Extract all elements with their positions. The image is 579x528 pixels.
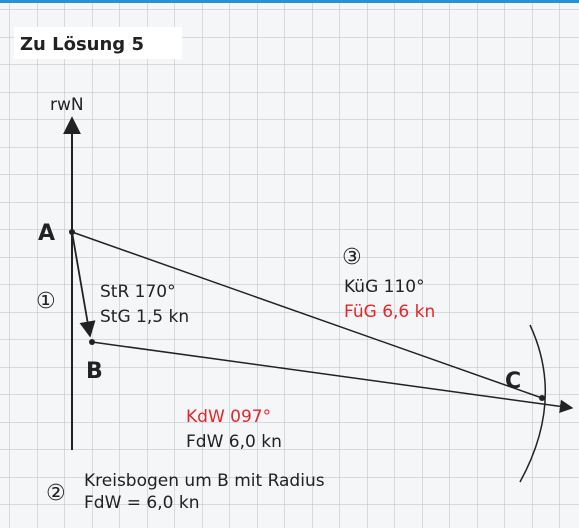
label-c: C [505, 369, 521, 394]
note-line1: Kreisbogen um B mit Radius [84, 471, 325, 491]
ground-course: KüG 110° [344, 277, 425, 297]
north-label: rwN [50, 95, 84, 115]
ground-line [71, 231, 543, 399]
top-border [0, 0, 579, 3]
point-a [69, 229, 75, 235]
water-speed: FdW 6,0 kn [186, 432, 282, 452]
title: Zu Lösung 5 [20, 34, 144, 55]
arc [519, 324, 547, 483]
point-b [89, 339, 95, 345]
label-b: B [86, 359, 103, 384]
point-c [539, 395, 545, 401]
title-box [14, 27, 182, 59]
current-course: StR 170° [100, 282, 176, 302]
marker-3: ③ [342, 245, 362, 270]
marker-2: ② [46, 481, 66, 506]
note-line2: FdW = 6,0 kn [84, 493, 200, 513]
water-course: KdW 097° [186, 407, 271, 427]
label-a: A [38, 221, 55, 246]
ground-speed: FüG 6,6 kn [344, 302, 435, 322]
marker-1: ① [36, 289, 56, 314]
current-speed: StG 1,5 kn [100, 307, 189, 327]
current-arrow [71, 231, 96, 338]
water-line [91, 341, 574, 414]
